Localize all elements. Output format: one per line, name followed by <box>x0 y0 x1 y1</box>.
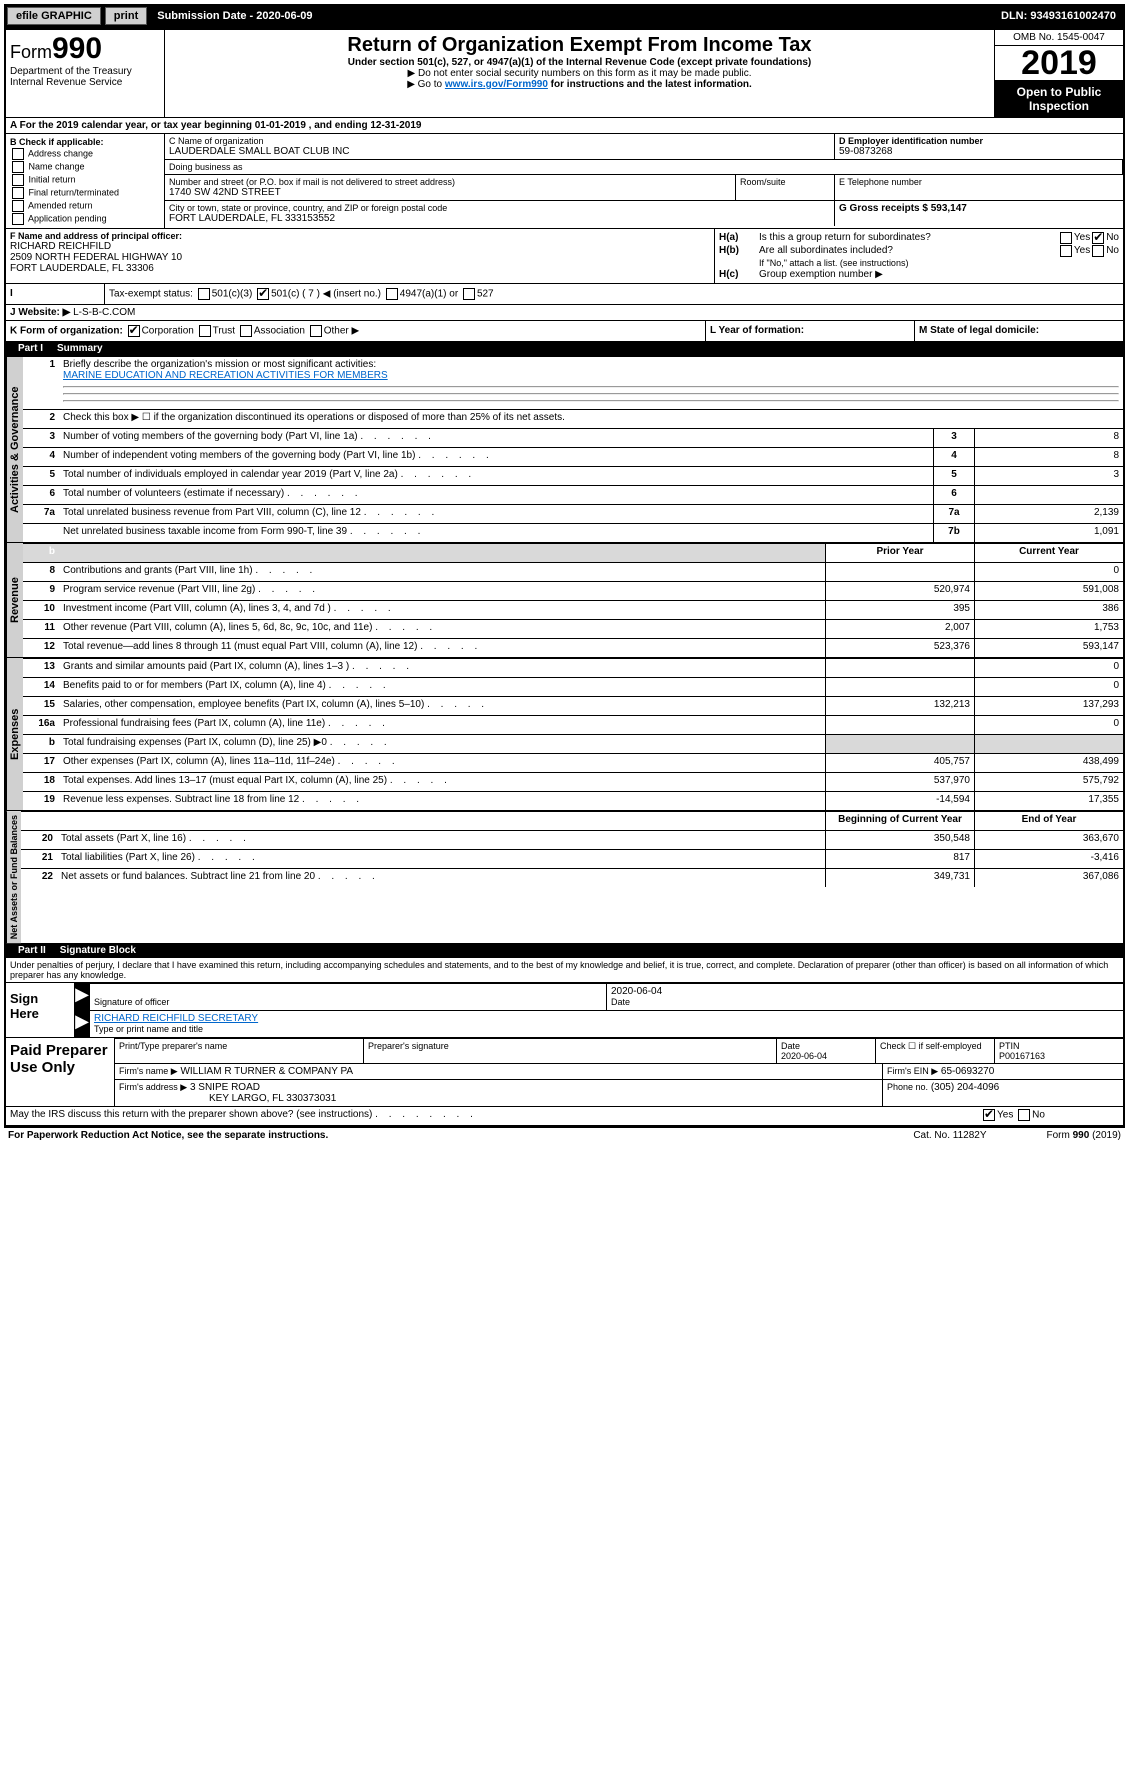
initial-return-cb[interactable] <box>12 174 24 186</box>
table-row: 3Number of voting members of the governi… <box>23 428 1123 447</box>
hb-yes[interactable] <box>1060 245 1072 257</box>
name-change-cb[interactable] <box>12 161 24 173</box>
j-label: J Website: ▶ <box>10 307 70 318</box>
sign-here-label: Sign Here <box>6 983 75 1037</box>
officer-addr1: 2509 NORTH FEDERAL HIGHWAY 10 <box>10 252 710 263</box>
hb-note: If "No," attach a list. (see instruction… <box>719 258 1119 268</box>
top-bar: efile GRAPHIC print Submission Date - 20… <box>4 4 1125 28</box>
dln: DLN: 93493161002470 <box>1001 10 1122 22</box>
table-row: 11Other revenue (Part VIII, column (A), … <box>23 619 1123 638</box>
d-label: D Employer identification number <box>839 136 1119 146</box>
dept: Department of the Treasury Internal Reve… <box>10 66 160 88</box>
k-trust[interactable] <box>199 325 211 337</box>
tax-year: 2019 <box>995 46 1123 81</box>
table-row: 21Total liabilities (Part X, line 26) . … <box>21 849 1123 868</box>
table-row: 8Contributions and grants (Part VIII, li… <box>23 562 1123 581</box>
note-2: ▶ Go to www.irs.gov/Form990 for instruct… <box>169 79 990 90</box>
officer-sig-link[interactable]: RICHARD REICHFILD SECRETARY <box>94 1013 258 1024</box>
501c3-cb[interactable] <box>198 288 210 300</box>
table-row: 17Other expenses (Part IX, column (A), l… <box>23 753 1123 772</box>
table-row: 16aProfessional fundraising fees (Part I… <box>23 715 1123 734</box>
efile-btn[interactable]: efile GRAPHIC <box>7 7 101 25</box>
table-row: 5Total number of individuals employed in… <box>23 466 1123 485</box>
mission-link[interactable]: MARINE EDUCATION AND RECREATION ACTIVITI… <box>63 370 388 381</box>
discuss-text: May the IRS discuss this return with the… <box>6 1107 979 1125</box>
l-label: L Year of formation: <box>706 321 915 341</box>
ha-yes[interactable] <box>1060 232 1072 244</box>
gross-receipts: G Gross receipts $ 593,147 <box>835 200 1123 226</box>
table-row: 7aTotal unrelated business revenue from … <box>23 504 1123 523</box>
col-b: B Check if applicable: Address change Na… <box>6 134 165 228</box>
final-return-cb[interactable] <box>12 187 24 199</box>
row-a: A For the 2019 calendar year, or tax yea… <box>6 117 1123 133</box>
paid-preparer-label: Paid Preparer Use Only <box>6 1038 115 1106</box>
table-row: 6Total number of volunteers (estimate if… <box>23 485 1123 504</box>
form-title: Return of Organization Exempt From Incom… <box>169 34 990 57</box>
website-value: L-S-B-C.COM <box>73 307 135 318</box>
table-row: 18Total expenses. Add lines 13–17 (must … <box>23 772 1123 791</box>
discuss-no[interactable] <box>1018 1109 1030 1121</box>
table-row: 10Investment income (Part VIII, column (… <box>23 600 1123 619</box>
part1-header: Part ISummary <box>6 341 1123 356</box>
hb-label: Are all subordinates included? <box>759 245 1058 257</box>
table-row: Net unrelated business taxable income fr… <box>23 523 1123 542</box>
table-row: 4Number of independent voting members of… <box>23 447 1123 466</box>
e-label: E Telephone number <box>835 175 1123 200</box>
pending-cb[interactable] <box>12 213 24 225</box>
k-assoc[interactable] <box>240 325 252 337</box>
hb-no[interactable] <box>1092 245 1104 257</box>
k-corp[interactable] <box>128 325 140 337</box>
table-row: bTotal fundraising expenses (Part IX, co… <box>23 734 1123 753</box>
penalty-text: Under penalties of perjury, I declare th… <box>6 958 1123 982</box>
print-btn[interactable]: print <box>105 7 147 25</box>
submission-date: Submission Date - 2020-06-09 <box>151 10 318 22</box>
revenue-label: Revenue <box>6 543 23 657</box>
officer-name: RICHARD REICHFILD <box>10 241 710 252</box>
instructions-link[interactable]: www.irs.gov/Form990 <box>445 79 548 90</box>
city-value: FORT LAUDERDALE, FL 333153552 <box>169 213 830 224</box>
note-1: ▶ Do not enter social security numbers o… <box>169 68 990 79</box>
4947-cb[interactable] <box>386 288 398 300</box>
table-row: 14Benefits paid to or for members (Part … <box>23 677 1123 696</box>
m-label: M State of legal domicile: <box>915 321 1123 341</box>
form-container: Form990 Department of the Treasury Inter… <box>4 28 1125 1127</box>
addr-label: Number and street (or P.O. box if mail i… <box>169 177 731 187</box>
expenses-label: Expenses <box>6 658 23 810</box>
open-public-badge: Open to Public Inspection <box>995 81 1123 117</box>
form-number: Form990 <box>10 32 160 66</box>
amended-cb[interactable] <box>12 200 24 212</box>
ha-no[interactable] <box>1092 232 1104 244</box>
table-row: 13Grants and similar amounts paid (Part … <box>23 658 1123 677</box>
f-label: F Name and address of principal officer: <box>10 231 710 241</box>
form-subtitle: Under section 501(c), 527, or 4947(a)(1)… <box>169 57 990 68</box>
netassets-label: Net Assets or Fund Balances <box>6 811 21 943</box>
org-name: LAUDERDALE SMALL BOAT CLUB INC <box>169 146 830 157</box>
table-row: 9Program service revenue (Part VIII, lin… <box>23 581 1123 600</box>
ein-value: 59-0873268 <box>839 146 1119 157</box>
officer-addr2: FORT LAUDERDALE, FL 33306 <box>10 263 710 274</box>
501c-cb[interactable] <box>257 288 269 300</box>
line2: Check this box ▶ ☐ if the organization d… <box>59 410 1123 428</box>
k-other[interactable] <box>310 325 322 337</box>
addr-change-cb[interactable] <box>12 148 24 160</box>
dba-label: Doing business as <box>165 159 1123 174</box>
part2-header: Part IISignature Block <box>6 943 1123 958</box>
governance-label: Activities & Governance <box>6 357 23 542</box>
city-label: City or town, state or province, country… <box>169 203 830 213</box>
footer: For Paperwork Reduction Act Notice, see … <box>4 1127 1125 1143</box>
table-row: 12Total revenue—add lines 8 through 11 (… <box>23 638 1123 657</box>
discuss-yes[interactable] <box>983 1109 995 1121</box>
k-row: K Form of organization: Corporation Trus… <box>6 321 706 341</box>
tax-exempt-row: Tax-exempt status: 501(c)(3) 501(c) ( 7 … <box>105 284 1123 304</box>
table-row: 22Net assets or fund balances. Subtract … <box>21 868 1123 887</box>
street-addr: 1740 SW 42ND STREET <box>169 187 731 198</box>
room-label: Room/suite <box>735 175 835 200</box>
table-row: 15Salaries, other compensation, employee… <box>23 696 1123 715</box>
table-row: 19Revenue less expenses. Subtract line 1… <box>23 791 1123 810</box>
hc-label: Group exemption number ▶ <box>759 269 883 280</box>
527-cb[interactable] <box>463 288 475 300</box>
ha-label: Is this a group return for subordinates? <box>759 232 1058 244</box>
c-label: C Name of organization <box>169 136 830 146</box>
table-row: 20Total assets (Part X, line 16) . . . .… <box>21 830 1123 849</box>
